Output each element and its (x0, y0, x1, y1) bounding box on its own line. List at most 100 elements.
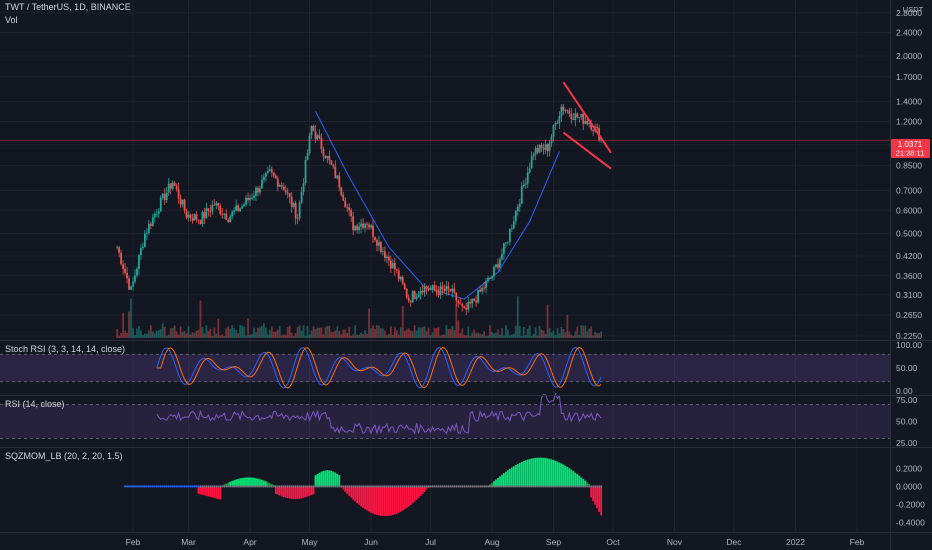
volume-bar (215, 333, 218, 338)
sqz-bar (344, 486, 347, 492)
volume-bar (548, 327, 551, 338)
wedge-lower-line (562, 131, 612, 170)
sqz-dot (374, 485, 376, 488)
sqz-bar (380, 486, 382, 516)
volume-bar (425, 330, 428, 338)
volume-bar (391, 334, 394, 338)
volume-bar (189, 334, 192, 338)
volume-bar (596, 333, 599, 338)
sqz-dot (152, 485, 154, 488)
volume-legend[interactable]: Vol (5, 15, 18, 25)
volume-bar (467, 326, 470, 338)
volume-bar (193, 333, 196, 338)
candle-body (247, 197, 249, 200)
candle-body (264, 173, 267, 177)
volume-bar (264, 327, 267, 338)
volume-bar (151, 331, 154, 338)
volume-bar (346, 333, 349, 338)
sqzmom-legend[interactable]: SQZMOM_LB (20, 2, 20, 1.5) (5, 451, 123, 461)
symbol-title[interactable]: TWT / TetherUS, 1D, BINANCE (5, 2, 131, 12)
sqz-dot (380, 485, 382, 488)
volume-bar (203, 333, 206, 338)
volume-bar (302, 325, 305, 338)
candle-body (147, 223, 150, 233)
candle-body (532, 154, 535, 157)
sqz-dot (449, 485, 452, 488)
volume-bar (397, 334, 400, 338)
sqz-bar (382, 486, 384, 517)
sqz-dot (132, 485, 134, 488)
volume-bar (501, 328, 503, 338)
sqz-bar (348, 486, 351, 496)
sqz-dot (451, 485, 454, 488)
volume-bar (439, 335, 442, 338)
volume-bar (590, 326, 593, 338)
volume-bar (185, 333, 188, 338)
sqz-dot (187, 485, 190, 488)
volume-bar (578, 335, 581, 338)
wedge-drawing[interactable] (562, 81, 612, 170)
sqz-dot (403, 485, 406, 488)
candle-body (508, 229, 511, 242)
sqz-dot (304, 485, 307, 488)
sqz-bar (310, 486, 313, 496)
time-axis[interactable]: Feb Mar Apr May Jun Jul Aug Sep Oct Nov Dec 2022 Feb (126, 537, 865, 547)
stoch-rsi-pane[interactable]: 100.00 50.00 0.00 (0, 340, 922, 396)
price-pane[interactable] (0, 81, 890, 338)
volume-bar (586, 331, 589, 338)
volume-bar (368, 308, 370, 338)
sqz-dot (257, 485, 259, 488)
sqz-dot (146, 485, 148, 488)
candle-body (459, 303, 462, 305)
rsi-legend[interactable]: RSI (14, close) (5, 399, 65, 409)
sqz-dot (538, 485, 541, 488)
candle-body (288, 193, 291, 198)
sqz-dot (405, 485, 408, 488)
candle-body (253, 195, 255, 198)
volume-bar (266, 334, 269, 338)
squeeze-momentum-pane[interactable]: 0.2000 0.0000 -0.2000 -0.4000 (124, 457, 925, 528)
sqz-dot (223, 485, 226, 488)
volume-bar (320, 327, 323, 338)
candle-body (138, 254, 140, 269)
rsi-pane[interactable]: 75.00 50.00 25.00 (0, 392, 918, 448)
volume-bar (395, 330, 398, 338)
volume-bar (211, 335, 214, 338)
candle-body (376, 240, 378, 246)
candle-body (159, 197, 162, 212)
candle-body (443, 288, 446, 291)
candle-body (181, 199, 184, 205)
stoch-rsi-legend[interactable]: Stoch RSI (3, 3, 14, 14, close) (5, 344, 126, 354)
volume-bar (356, 334, 359, 338)
volume-bar (167, 334, 170, 338)
sqz-dot (463, 485, 466, 488)
sqz-dot (199, 485, 202, 488)
sqz-dot (144, 485, 146, 488)
sqz-dot (592, 485, 594, 488)
candle-body (449, 288, 452, 292)
price-tick-label: 3.2000 (896, 0, 922, 1)
sqz-dot (596, 485, 598, 488)
volume-bar (574, 331, 577, 338)
volume-bar (556, 328, 559, 338)
candle-body (161, 193, 164, 198)
volume-bar (268, 330, 271, 338)
sqz-bar (497, 477, 499, 487)
volume-bar (157, 330, 160, 338)
candle-body (429, 288, 432, 291)
price-axis[interactable]: 3.2000 2.8000 2.4000 2.0000 1.7000 1.4000 1.20… (896, 0, 922, 341)
sqz-dot (378, 485, 380, 488)
sqz-dot (259, 485, 261, 488)
sqz-bar (201, 486, 204, 495)
sqz-bar (411, 486, 414, 504)
candle-body (358, 226, 361, 231)
sqz-bar (385, 486, 388, 517)
volume-bar (378, 325, 380, 338)
candle-body (368, 224, 370, 228)
sqz-dot (300, 485, 303, 488)
sqz-dot (191, 485, 194, 488)
volume-bar (314, 329, 317, 338)
candle-body (485, 281, 487, 288)
sqz-dot (372, 485, 374, 488)
